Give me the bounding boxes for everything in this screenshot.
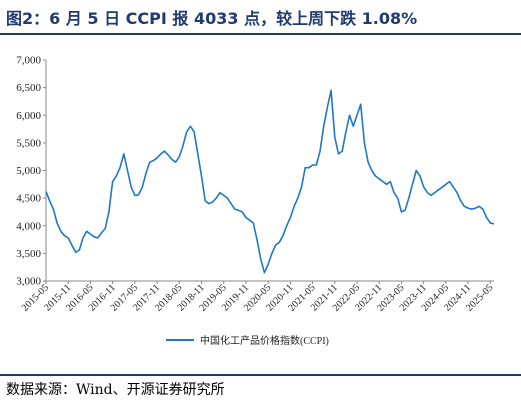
y-tick-label: 5,000 — [16, 165, 41, 177]
y-tick-label: 7,000 — [16, 55, 41, 67]
line-chart: 3,000 3,500 4,000 4,500 5,000 5,500 6,000 6,500… — [16, 55, 495, 348]
y-tick-label: 4,000 — [16, 220, 41, 232]
y-tick-label: 4,500 — [16, 193, 41, 205]
figure-title: 图2：6 月 5 日 CCPI 报 4033 点，较上周下跌 1.08% — [6, 9, 418, 28]
title-rule — [0, 33, 521, 35]
y-tick-label: 3,500 — [16, 248, 41, 260]
y-tick-label: 3,000 — [16, 276, 41, 288]
series-line-ccpi — [45, 89, 495, 274]
legend-label: 中国化工产品价格指数(CCPI) — [200, 334, 329, 347]
y-tick-label: 6,000 — [16, 110, 41, 122]
source-note: 数据来源：Wind、开源证券研究所 — [6, 382, 225, 398]
y-tick-label: 6,500 — [16, 82, 41, 94]
footer-rule — [0, 374, 521, 376]
y-tick-label: 5,500 — [16, 137, 41, 149]
